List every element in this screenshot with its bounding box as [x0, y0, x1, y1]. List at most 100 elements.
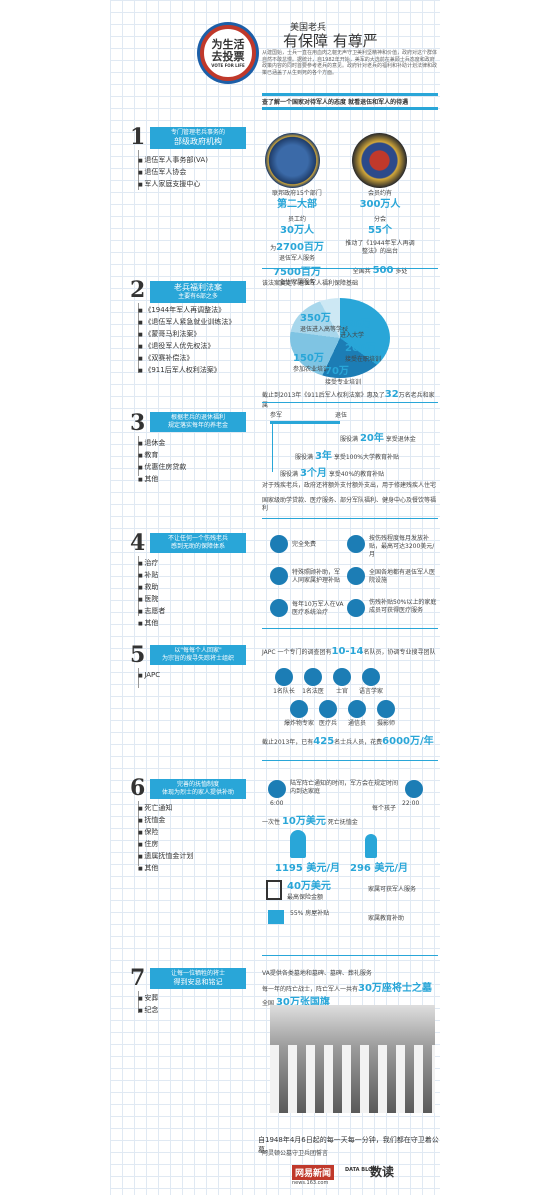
- section-1-items: 退伍军人事务部(VA) 退伍军人协会 军人家庭支援中心: [138, 155, 208, 191]
- family-icon: [347, 599, 365, 617]
- section-5-items: JAPC: [138, 670, 160, 682]
- section-4-bar: 不让任何一个伤残老兵 感到无助的保障体系: [150, 533, 246, 553]
- role-icon: [304, 668, 322, 686]
- burial-mid: 全国: [262, 999, 275, 1007]
- footer-sub: 阿灵顿公墓守卫兵团誓言: [262, 1150, 329, 1157]
- section-6-bar: 完善的抚恤制度 体现为烈士的家人提供补助: [150, 779, 246, 799]
- al-members: 300万人: [359, 199, 401, 211]
- s3-bar-l2: 规定落实每年的养老金: [167, 421, 228, 429]
- rel: 家属可获军人服务: [368, 886, 417, 893]
- role-icon: [362, 668, 380, 686]
- s2-bottom-pre: 截止到2013年《911后军人权利法案》惠及了: [262, 392, 385, 399]
- s5-bottom-mid: 名士兵人员，花费: [334, 739, 383, 746]
- child-icon: [365, 834, 377, 858]
- banner-rule-bottom: [262, 107, 438, 110]
- role-label: 1名法医: [302, 688, 324, 695]
- s7-burial: 每一年的阵亡战士，阵亡军人一共有30万座将士之墓 全国 30万张国旗: [262, 982, 438, 1009]
- cell-0: 完全免费: [292, 541, 317, 548]
- cell-1: 按伤残程度每月发放补贴，最高可达3200美元/月: [369, 535, 435, 559]
- section-6-rule: [262, 955, 438, 956]
- role-label: 语言学家: [358, 688, 383, 695]
- s5-bar-l2: 为宗旨的搜寻失踪将士组织: [161, 654, 234, 662]
- pie-value-0: 350万: [300, 313, 331, 324]
- va-budget: 2700百万: [276, 242, 324, 254]
- list-item: 教育: [138, 450, 186, 462]
- va-budget-suf: 退伍军人服务: [278, 254, 315, 262]
- quote-text: 自1948年4月6日起的每一天每一分钟，我们都在守卫着公墓。: [258, 1136, 439, 1154]
- section-6-number: 6: [130, 775, 146, 801]
- va-big: 第二大部: [277, 199, 317, 211]
- s3-bar-l1: 根据老兵的退休福利: [170, 414, 225, 421]
- amt-1: 1195 美元/月: [275, 862, 340, 876]
- s5-bottom-big: 6000万/年: [382, 736, 434, 747]
- section-5-number: 5: [130, 642, 146, 668]
- r1-pre: 服役满: [340, 436, 359, 443]
- footer-quote: 自1948年4月6日起的每一天每一分钟，我们都在守卫着公墓。: [258, 1135, 443, 1155]
- s6-pay: 一次性 10万美元 死亡抚恤金: [262, 815, 358, 829]
- pay-suf: 死亡抚恤金: [327, 819, 358, 826]
- list-item: 退伍军人协会: [138, 167, 208, 179]
- section-5-rule: [262, 760, 438, 761]
- badge-line1: 为生活: [211, 38, 245, 51]
- burial-big: 30万座将士之墓: [358, 983, 432, 994]
- s5-intro-suf: 名队员，协调专业搜寻团队: [363, 649, 436, 656]
- role-icon: [275, 668, 293, 686]
- va-fund: 7500百万: [273, 266, 321, 278]
- shudu-logo: 数读: [370, 1163, 394, 1180]
- pie-text-2: 接受在职培训: [345, 355, 382, 363]
- timeline-bar: [270, 421, 340, 424]
- s6-bar-l2: 体现为烈士的家人提供补助: [161, 788, 234, 796]
- section-4-number: 4: [130, 530, 146, 556]
- logo1: 网易新闻: [295, 1169, 332, 1179]
- burial-big2: 30万张国旗: [275, 996, 330, 1008]
- list-item: 抚恤金: [138, 815, 193, 827]
- pie-value-1: 220万: [340, 319, 371, 330]
- list-item: 《退役军人优先权法》: [138, 341, 235, 353]
- al-posts: 500: [372, 265, 394, 277]
- list-item: 其他: [138, 863, 193, 875]
- list-item: 退伍军人事务部(VA): [138, 155, 208, 167]
- al-note: 推动了《1944年军人再调整法》的出台: [345, 240, 415, 256]
- al-caption: 会员约有: [367, 190, 392, 197]
- badge-line2: 去投票: [211, 50, 245, 63]
- list-item: 《蒙哥马利法案》: [138, 329, 235, 341]
- section-3-bar: 根据老兵的退休福利 规定落实每年的养老金: [150, 412, 246, 432]
- free-care-icon: [270, 535, 288, 553]
- role-icon: [333, 668, 351, 686]
- cell-2: 特殊照顾补助，军人同家属护理补贴: [292, 569, 341, 585]
- pie-label-1: 220万 进入大学: [340, 318, 371, 340]
- s6-bar-l1: 完善的抚恤制度: [176, 781, 219, 788]
- document-icon: [266, 880, 282, 900]
- section-2-rule: [262, 402, 438, 403]
- list-item: 医院: [138, 594, 165, 606]
- amt-2-text: 296 美元/月: [350, 863, 409, 874]
- va-seal: [265, 133, 320, 188]
- va-staff: 30万人: [280, 224, 314, 236]
- role-icon: [290, 700, 308, 718]
- title-main: 有保障 有尊严: [283, 32, 378, 50]
- al-posts-suf: 多处: [395, 268, 408, 276]
- vote-badge: 为生活 去投票 VOTE FOR LIFE: [200, 25, 256, 81]
- badge-sub: VOTE FOR LIFE: [211, 63, 245, 68]
- r1-suf: 享受退休金: [385, 436, 416, 443]
- section-7-items: 安葬 纪念: [138, 993, 158, 1017]
- clock-icon: [405, 780, 423, 798]
- timeline-vertical: [272, 424, 273, 472]
- r1-big: 20年: [359, 433, 384, 444]
- hospital-icon: [347, 567, 365, 585]
- s2-bottom: 截止到2013年《911后军人权利法案》惠及了32万名老兵和家属: [262, 388, 438, 410]
- section-4-items: 治疗 补贴 救助 医院 志愿者 其他: [138, 558, 165, 630]
- list-item: 纪念: [138, 1005, 158, 1017]
- s7-bar-l2: 得到安息和铭记: [173, 977, 223, 986]
- pie-label-0: 350万 退伍进入高等学校: [300, 312, 348, 334]
- role-icon: [319, 700, 337, 718]
- s4-bar-l1: 不让任何一个伤残老兵: [167, 535, 228, 542]
- al-branch: 55个: [368, 224, 392, 236]
- pie-label-3: 150万 参加农业培训: [293, 352, 329, 374]
- s5-intro-pre: JAPC 一个专门的调查团有: [262, 649, 332, 656]
- section-2-bar: 老兵福利法案 主要有6部之多: [150, 281, 246, 304]
- role-label: 摄影师: [376, 720, 395, 727]
- list-item: 《1944年军人再调整法》: [138, 305, 235, 317]
- role-label: 士官: [335, 688, 348, 695]
